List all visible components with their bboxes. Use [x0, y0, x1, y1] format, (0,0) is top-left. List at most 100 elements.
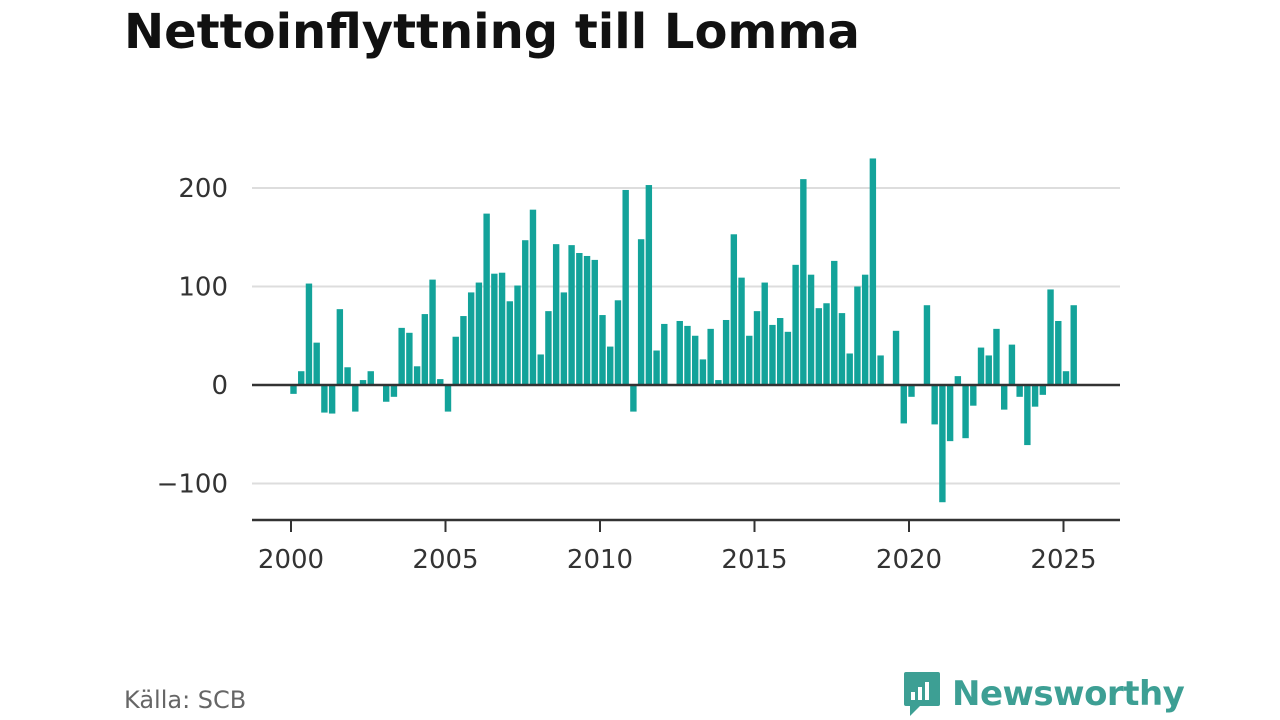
bar: [607, 346, 614, 385]
source-note: Källa: SCB: [124, 686, 247, 714]
bar: [475, 282, 483, 385]
bar: [421, 314, 429, 385]
bar: [552, 244, 560, 385]
bar: [939, 385, 946, 503]
newsworthy-logo-icon: [904, 672, 940, 716]
bar: [923, 305, 931, 385]
bar: [413, 366, 421, 385]
bar: [877, 355, 884, 385]
bar: [352, 385, 359, 412]
bar: [970, 385, 977, 406]
bar: [1031, 385, 1039, 407]
bar: [815, 308, 822, 385]
bar: [854, 286, 861, 385]
bar: [1008, 344, 1016, 385]
bar: [730, 234, 738, 385]
x-tick-label: 2025: [1030, 545, 1096, 575]
bar: [321, 385, 328, 413]
bar: [977, 347, 985, 385]
bar: [722, 319, 730, 385]
x-tick-label: 2015: [721, 545, 787, 575]
bar: [467, 292, 475, 385]
bar: [1001, 385, 1008, 410]
bar: [614, 300, 622, 385]
y-tick-label: −100: [157, 470, 228, 500]
bar: [692, 335, 699, 385]
bar: [313, 342, 320, 385]
bar: [498, 272, 506, 385]
bar: [460, 316, 467, 385]
bar: [545, 311, 552, 386]
bar: [344, 367, 351, 385]
bar: [1024, 385, 1031, 446]
bar: [962, 385, 969, 439]
bar: [1016, 385, 1023, 397]
bar: [576, 253, 583, 385]
bar: [661, 323, 668, 385]
bar: [1070, 305, 1077, 385]
bar: [846, 353, 853, 385]
bar: [792, 264, 799, 385]
bar: [908, 385, 915, 397]
bar: [861, 274, 869, 385]
chart-title: Nettoinflyttning till Lomma: [124, 4, 860, 60]
bar: [769, 324, 776, 385]
axes: [252, 383, 1120, 532]
bar: [583, 255, 591, 385]
bar: [483, 213, 490, 385]
bar: [444, 385, 452, 412]
bar: [367, 371, 374, 385]
bar: [359, 380, 367, 385]
bar: [1055, 320, 1062, 385]
bar: [738, 277, 745, 385]
bar: [406, 332, 413, 385]
bar: [715, 380, 722, 385]
bar: [630, 385, 637, 412]
bar: [684, 325, 691, 385]
y-tick-label: 200: [178, 174, 228, 204]
bar: [753, 311, 761, 386]
bar: [383, 385, 390, 402]
x-tick-label: 2020: [876, 545, 942, 575]
bar: [452, 336, 459, 385]
bar: [437, 379, 444, 385]
grid-lines: [252, 187, 1120, 485]
bar: [290, 385, 297, 394]
bar: [699, 359, 707, 385]
bar: [560, 292, 568, 385]
bar: [823, 303, 830, 385]
bars: [290, 158, 1077, 503]
bar: [336, 309, 344, 385]
bar: [390, 385, 398, 397]
bar: [491, 273, 498, 385]
bar: [869, 158, 877, 385]
bar: [529, 209, 537, 385]
x-tick-label: 2000: [258, 545, 324, 575]
bar: [946, 385, 954, 442]
bar: [514, 285, 521, 385]
bar: [305, 283, 313, 385]
bar: [653, 350, 660, 385]
brand-logo: Newsworthy: [902, 670, 1185, 718]
bar: [622, 189, 629, 385]
bar: [1062, 371, 1070, 385]
bar: [637, 239, 645, 385]
bar: [892, 330, 900, 385]
x-tick-label: 2010: [567, 545, 633, 575]
bar: [522, 240, 529, 385]
bar: [599, 315, 606, 385]
bar: [838, 313, 846, 385]
bar: [591, 259, 598, 385]
bar: [1047, 289, 1054, 385]
bar: [761, 282, 768, 385]
bar: [537, 354, 544, 385]
bar: [807, 274, 815, 385]
bar: [746, 335, 753, 385]
bar: [298, 371, 305, 385]
bar: [931, 385, 938, 425]
bar: [1039, 385, 1047, 395]
bar: [784, 331, 792, 385]
tick-labels: −100 0 100 200 2000 2005 2010 2015 2020 2025: [157, 174, 1097, 575]
brand-name: Newsworthy: [952, 674, 1185, 714]
